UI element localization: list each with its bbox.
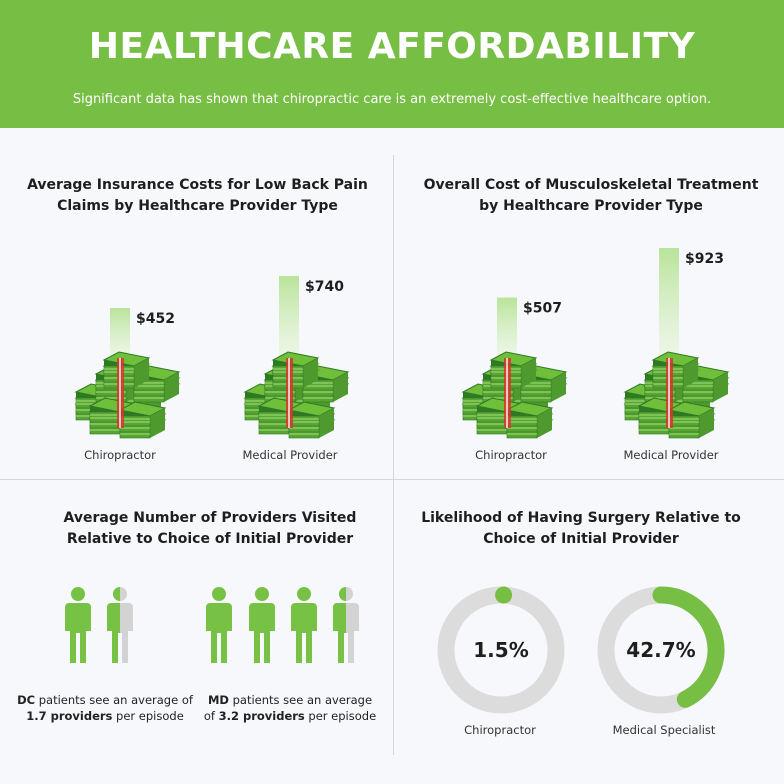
value-column — [110, 307, 130, 358]
person-icon — [333, 587, 359, 663]
md-caption-text: per episode — [304, 709, 377, 723]
chart1-title-line2: Claims by Healthcare Provider Type — [57, 198, 338, 214]
money-stack-icon — [623, 351, 730, 439]
chart1-category-label: Chiropractor — [84, 448, 156, 462]
dc-caption-text: patients see an average of — [35, 693, 193, 707]
chart2-title: Overall Cost of Musculoskeletal Treatmen… — [405, 175, 777, 217]
page-title: HEALTHCARE AFFORDABILITY — [88, 26, 696, 67]
value-label: $452 — [136, 311, 175, 327]
chart2-category-label: Medical Provider — [623, 448, 719, 462]
chart4-title-line2: Choice of Initial Provider — [483, 531, 679, 547]
chart4-title-line1: Likelihood of Having Surgery Relative to — [421, 510, 741, 526]
chart2-category-label: Chiropractor — [475, 448, 547, 462]
md-caption-text: of — [203, 709, 219, 723]
chart3-title-line2: Relative to Choice of Initial Provider — [66, 531, 354, 547]
value-column — [497, 297, 517, 358]
md-caption-value: 3.2 providers — [218, 709, 305, 723]
value-column — [279, 276, 299, 358]
dc-caption-value: 1.7 providers — [26, 709, 113, 723]
value-label: $923 — [685, 251, 724, 267]
md-caption-text: patients see an average — [228, 693, 373, 707]
person-icon — [206, 587, 232, 663]
chart4-category-label: Chiropractor — [464, 723, 536, 737]
money-stack-icon — [461, 351, 568, 439]
value-label: $507 — [523, 301, 562, 317]
value-column — [659, 248, 679, 358]
money-stack-icon — [74, 351, 181, 439]
chart1-title: Average Insurance Costs for Low Back Pai… — [20, 175, 375, 217]
chart4-title: Likelihood of Having Surgery Relative to… — [400, 508, 762, 550]
vertical-divider — [393, 155, 394, 755]
money-stack-icon — [243, 351, 350, 439]
person-icon — [65, 587, 91, 663]
md-caption-bold: MD — [207, 693, 229, 707]
md-caption: MD patients see an average of 3.2 provid… — [195, 692, 385, 724]
donut-arc — [652, 586, 725, 708]
chart1-title-line1: Average Insurance Costs for Low Back Pai… — [27, 177, 368, 193]
value-label: $740 — [305, 279, 344, 295]
donut-value-label: 1.5% — [473, 638, 528, 662]
page-subtitle: Significant data has shown that chiropra… — [72, 92, 712, 107]
dc-caption-bold: DC — [17, 693, 36, 707]
chart2-title-line1: Overall Cost of Musculoskeletal Treatmen… — [423, 177, 759, 193]
chart3-title-line1: Average Number of Providers Visited — [63, 510, 357, 526]
chart3-title: Average Number of Providers Visited Rela… — [20, 508, 400, 550]
dc-caption: DC patients see an average of 1.7 provid… — [15, 692, 195, 724]
header-banner — [0, 0, 784, 128]
chart4-category-label: Medical Specialist — [612, 723, 716, 737]
person-icon — [249, 587, 275, 663]
person-icon — [291, 587, 317, 663]
chart1-category-label: Medical Provider — [242, 448, 338, 462]
dc-caption-text: per episode — [112, 709, 184, 723]
horizontal-divider — [0, 479, 784, 480]
person-icon — [107, 587, 133, 663]
donut-arc — [495, 586, 513, 604]
chart2-title-line2: by Healthcare Provider Type — [479, 198, 703, 214]
donut-value-label: 42.7% — [626, 638, 695, 662]
